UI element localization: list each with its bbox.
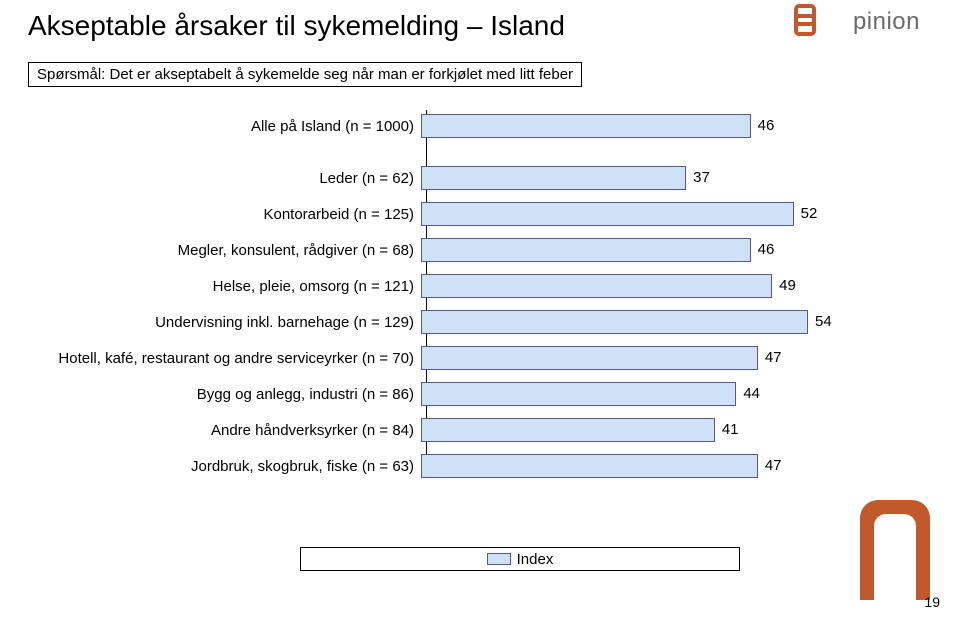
- chart-row: Undervisning inkl. barnehage (n = 129)54: [50, 306, 850, 338]
- page-number: 19: [924, 594, 940, 610]
- bar-zone: 46: [420, 234, 850, 266]
- bar-value-label: 47: [765, 457, 782, 474]
- bar: 44: [421, 382, 736, 406]
- bar-zone: 54: [420, 306, 850, 338]
- bar-zone: 37: [420, 162, 850, 194]
- row-label: Megler, konsulent, rådgiver (n = 68): [50, 242, 420, 259]
- row-label: Kontorarbeid (n = 125): [50, 206, 420, 223]
- bar-value-label: 54: [815, 313, 832, 330]
- chart-row: Helse, pleie, omsorg (n = 121)49: [50, 270, 850, 302]
- chart-row: Alle på Island (n = 1000)46: [50, 110, 850, 142]
- row-label: Bygg og anlegg, industri (n = 86): [50, 386, 420, 403]
- chart-row: Leder (n = 62)37: [50, 162, 850, 194]
- chart-row: Megler, konsulent, rådgiver (n = 68)46: [50, 234, 850, 266]
- bar: 46: [421, 114, 751, 138]
- bar-rows-container: Alle på Island (n = 1000)46Leder (n = 62…: [50, 110, 850, 482]
- bar-zone: 47: [420, 450, 850, 482]
- row-label: Helse, pleie, omsorg (n = 121): [50, 278, 420, 295]
- bar-zone: 41: [420, 414, 850, 446]
- row-label: Undervisning inkl. barnehage (n = 129): [50, 314, 420, 331]
- bar-value-label: 37: [693, 169, 710, 186]
- row-label: Alle på Island (n = 1000): [50, 118, 420, 135]
- bar: 47: [421, 346, 758, 370]
- bar-value-label: 52: [801, 205, 818, 222]
- row-label: Leder (n = 62): [50, 170, 420, 187]
- bar: 41: [421, 418, 715, 442]
- bar-zone: 47: [420, 342, 850, 374]
- bar-value-label: 49: [779, 277, 796, 294]
- bar: 54: [421, 310, 808, 334]
- bar-value-label: 44: [743, 385, 760, 402]
- brand-text: pinion: [853, 8, 920, 36]
- bar-value-label: 46: [758, 117, 775, 134]
- chart-row: Bygg og anlegg, industri (n = 86)44: [50, 378, 850, 410]
- brand-icon: [792, 4, 812, 32]
- bar-chart: Alle på Island (n = 1000)46Leder (n = 62…: [50, 110, 850, 530]
- legend: Index: [300, 547, 740, 571]
- corner-decoration: [860, 500, 930, 600]
- row-label: Jordbruk, skogbruk, fiske (n = 63): [50, 458, 420, 475]
- bar: 49: [421, 274, 772, 298]
- legend-label: Index: [517, 551, 554, 568]
- chart-row: Hotell, kafé, restaurant og andre servic…: [50, 342, 850, 374]
- bar-value-label: 46: [758, 241, 775, 258]
- bar: 52: [421, 202, 794, 226]
- row-label: Andre håndverksyrker (n = 84): [50, 422, 420, 439]
- chart-row: Kontorarbeid (n = 125)52: [50, 198, 850, 230]
- chart-row: Jordbruk, skogbruk, fiske (n = 63)47: [50, 450, 850, 482]
- page-title: Akseptable årsaker til sykemelding – Isl…: [28, 10, 565, 42]
- bar: 47: [421, 454, 758, 478]
- bar-value-label: 47: [765, 349, 782, 366]
- chart-row: Andre håndverksyrker (n = 84)41: [50, 414, 850, 446]
- bar-zone: 49: [420, 270, 850, 302]
- row-label: Hotell, kafé, restaurant og andre servic…: [50, 350, 420, 367]
- legend-swatch: [487, 553, 511, 565]
- bar-zone: 46: [420, 110, 850, 142]
- question-box: Spørsmål: Det er akseptabelt å sykemelde…: [28, 62, 582, 87]
- bar-zone: 44: [420, 378, 850, 410]
- bar: 37: [421, 166, 686, 190]
- bar-zone: 52: [420, 198, 850, 230]
- bar: 46: [421, 238, 751, 262]
- bar-value-label: 41: [722, 421, 739, 438]
